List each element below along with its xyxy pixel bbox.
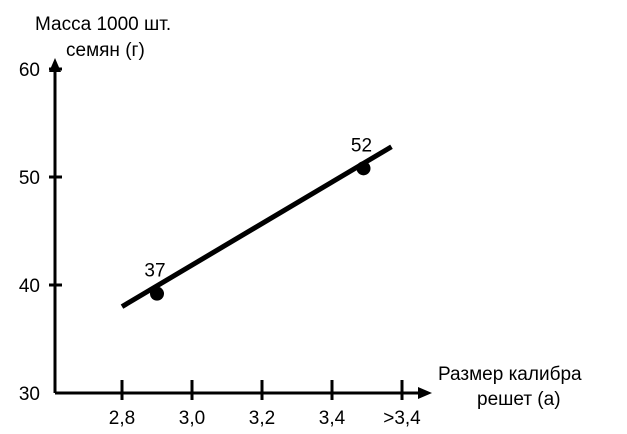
series-line-path	[120, 144, 393, 309]
x-axis-arrow-icon	[418, 387, 432, 399]
y-axis-title-line-2: семян (г)	[66, 40, 145, 61]
y-axis	[49, 58, 61, 393]
data-point	[150, 286, 164, 301]
x-tick-label: 3,2	[249, 408, 275, 429]
x-tick-label: 2,8	[109, 408, 135, 429]
x-axis	[55, 387, 432, 399]
data-point-label: 52	[351, 135, 372, 156]
y-tick-label: 50	[19, 168, 40, 189]
x-tick-label: 3,0	[179, 408, 205, 429]
y-tick-label: 30	[19, 384, 40, 405]
y-axis-title-line-1: Масса 1000 шт.	[35, 14, 171, 35]
y-tick-label: 40	[19, 276, 40, 297]
y-ticks: 30 40 50 60	[19, 60, 62, 405]
data-points: 37 52	[144, 135, 372, 301]
y-tick-label: 60	[19, 60, 40, 81]
x-ticks: 2,8 3,0 3,2 3,4 >3,4	[109, 380, 421, 429]
x-tick-label: 3,4	[319, 408, 346, 429]
data-point-label: 37	[144, 261, 165, 282]
series-line	[120, 144, 393, 309]
x-axis-title-line-2: решет (а)	[477, 389, 561, 410]
data-point	[356, 161, 371, 176]
x-tick-label: >3,4	[383, 408, 421, 429]
x-axis-title-line-1: Размер калибра	[438, 364, 582, 385]
